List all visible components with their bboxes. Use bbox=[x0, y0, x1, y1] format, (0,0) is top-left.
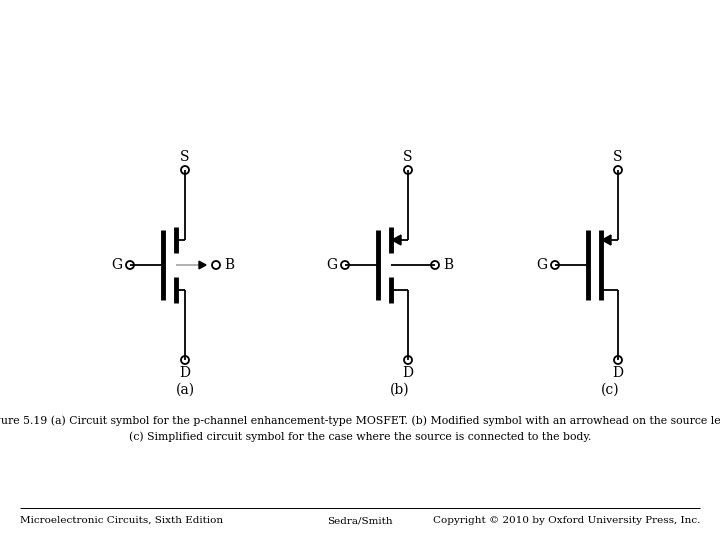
Text: (a): (a) bbox=[176, 383, 194, 397]
Text: Sedra/Smith: Sedra/Smith bbox=[327, 516, 393, 525]
Text: S: S bbox=[403, 150, 413, 164]
Text: B: B bbox=[224, 258, 234, 272]
Text: (b): (b) bbox=[390, 383, 410, 397]
Text: D: D bbox=[613, 366, 624, 380]
Text: G: G bbox=[112, 258, 122, 272]
Polygon shape bbox=[199, 261, 206, 269]
Text: D: D bbox=[179, 366, 191, 380]
Text: Microelectronic Circuits, Sixth Edition: Microelectronic Circuits, Sixth Edition bbox=[20, 516, 223, 525]
Text: (c) Simplified circuit symbol for the case where the source is connected to the : (c) Simplified circuit symbol for the ca… bbox=[129, 431, 591, 442]
Polygon shape bbox=[602, 235, 611, 245]
Text: Figure 5.19 (a) Circuit symbol for the p-channel enhancement-type MOSFET. (b) Mo: Figure 5.19 (a) Circuit symbol for the p… bbox=[0, 415, 720, 426]
Text: (c): (c) bbox=[600, 383, 619, 397]
Text: G: G bbox=[326, 258, 338, 272]
Text: B: B bbox=[443, 258, 453, 272]
Polygon shape bbox=[392, 235, 401, 245]
Text: D: D bbox=[402, 366, 413, 380]
Text: Copyright © 2010 by Oxford University Press, Inc.: Copyright © 2010 by Oxford University Pr… bbox=[433, 516, 700, 525]
Text: S: S bbox=[613, 150, 623, 164]
Text: G: G bbox=[536, 258, 548, 272]
Text: S: S bbox=[180, 150, 190, 164]
